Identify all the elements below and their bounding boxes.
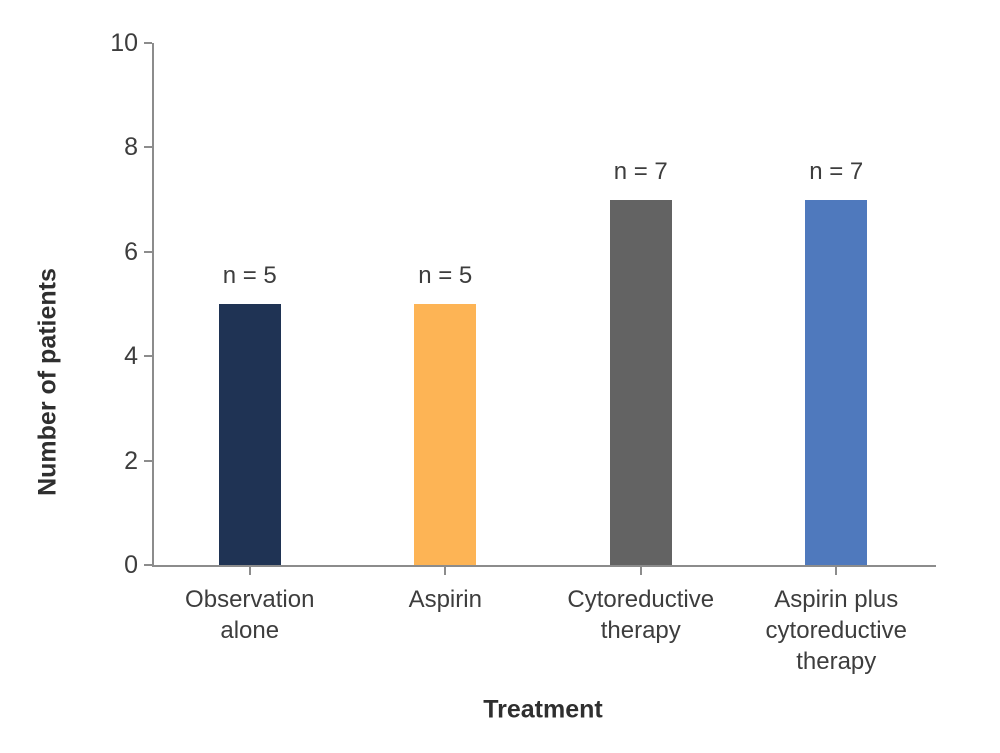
bar: [609, 199, 672, 565]
bar-value-label: n = 5: [418, 262, 473, 289]
x-tick-mark: [444, 567, 447, 575]
category-label: Aspirin: [408, 586, 482, 613]
bar-value-label: n = 7: [613, 157, 668, 185]
y-tick-label: 8: [124, 133, 138, 162]
x-tick-mark: [248, 567, 251, 575]
y-tick-mark: [144, 459, 152, 462]
category-label: Aspirin plus cytoreductive therapy: [765, 586, 907, 675]
x-tick-mark: [639, 567, 642, 575]
y-tick-label: 2: [124, 446, 138, 475]
y-tick-mark: [144, 250, 152, 253]
y-tick-mark: [144, 42, 152, 44]
y-tick-label: 4: [124, 342, 138, 371]
y-tick-mark: [144, 355, 152, 358]
y-tick-mark: [144, 564, 152, 566]
bar-value-label: n = 5: [222, 262, 277, 289]
bar: [414, 304, 477, 565]
y-tick-label: 10: [110, 29, 138, 57]
y-tick-label: 6: [124, 237, 138, 266]
bar: [805, 199, 868, 565]
x-axis-title: Treatment: [483, 695, 603, 724]
bar: [218, 304, 281, 565]
bar-value-label: n = 7: [809, 157, 864, 185]
category-label: Observation alone: [185, 586, 315, 644]
x-tick-mark: [835, 567, 838, 575]
y-tick-mark: [144, 146, 152, 149]
y-tick-label: 0: [124, 551, 138, 579]
plot-area: [152, 43, 936, 567]
category-label: Cytoreductive therapy: [567, 586, 715, 644]
